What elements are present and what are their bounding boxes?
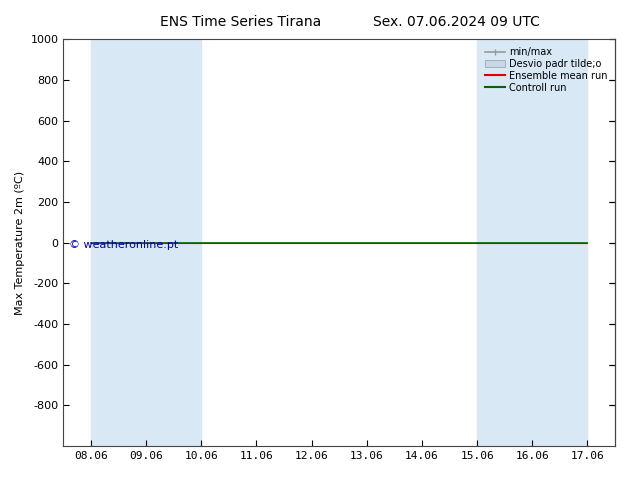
Text: Sex. 07.06.2024 09 UTC: Sex. 07.06.2024 09 UTC [373,15,540,29]
Y-axis label: Max Temperature 2m (ºC): Max Temperature 2m (ºC) [15,171,25,315]
Text: ENS Time Series Tirana: ENS Time Series Tirana [160,15,321,29]
Bar [91,39,202,446]
Text: © weatheronline.pt: © weatheronline.pt [69,240,178,249]
Bar [477,39,588,446]
Legend: min/max, Desvio padr tilde;o, Ensemble mean run, Controll run: min/max, Desvio padr tilde;o, Ensemble m… [482,44,610,96]
